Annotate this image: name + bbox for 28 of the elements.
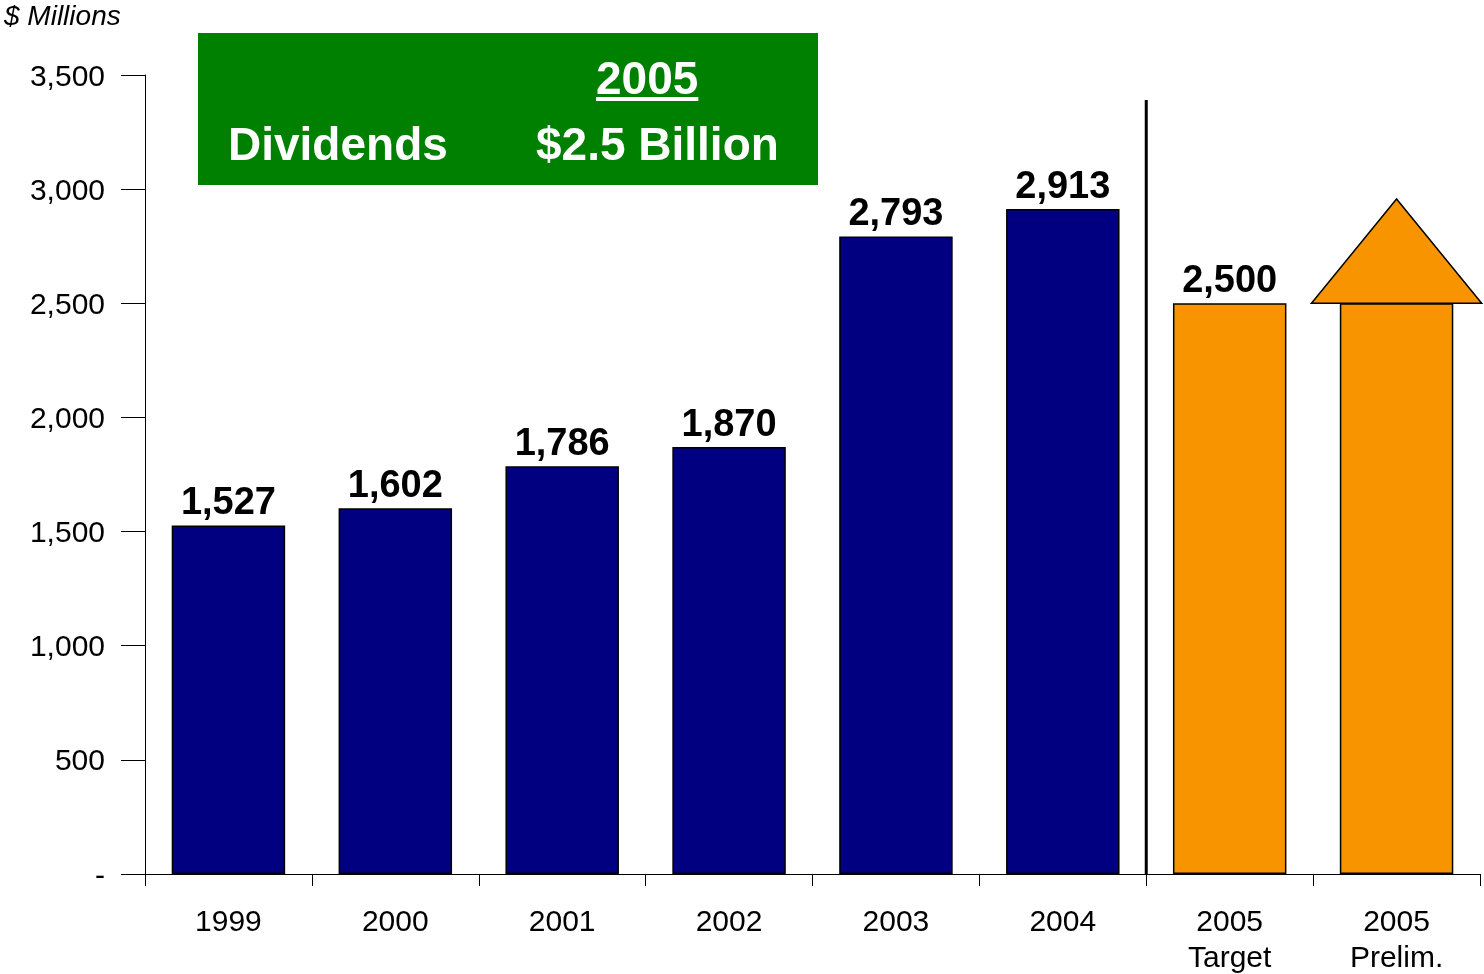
x-tick-label: 2000 bbox=[361, 903, 429, 937]
annotation: $2.5 Billion bbox=[536, 117, 779, 171]
y-tick-label: 2,500 bbox=[29, 286, 105, 320]
x-tick-label: 1999 bbox=[195, 903, 262, 937]
x-tick-label: 2003 bbox=[862, 903, 930, 937]
data-label: 1,602 bbox=[347, 463, 443, 506]
annotation: 2005 bbox=[596, 51, 699, 105]
y-tick-label: 3,000 bbox=[29, 172, 105, 206]
y-tick-label: 500 bbox=[54, 743, 105, 777]
x-tick-label: 2004 bbox=[1029, 903, 1097, 937]
data-label: 1,527 bbox=[180, 480, 276, 523]
headline-box: 2005 Dividends $2.5 Billion bbox=[198, 33, 818, 185]
data-label: 2,793 bbox=[848, 191, 944, 234]
x-tick-label: 2005 Target bbox=[1187, 903, 1273, 973]
y-axis-title: $ Millions bbox=[4, 0, 121, 32]
x-tick-label: 2002 bbox=[695, 903, 763, 937]
y-tick-label: 1,000 bbox=[29, 629, 105, 663]
x-tick-label: 2001 bbox=[528, 903, 596, 937]
data-label: 1,870 bbox=[681, 402, 777, 445]
x-tick-label: 2005 Prelim. bbox=[1349, 903, 1444, 973]
data-label: 2,500 bbox=[1182, 258, 1278, 301]
data-label: 1,786 bbox=[514, 421, 610, 464]
y-tick-label: 2,000 bbox=[29, 400, 105, 434]
y-tick-label: 3,500 bbox=[29, 58, 105, 92]
data-label: 2,913 bbox=[1015, 164, 1111, 206]
y-tick-label: 1,500 bbox=[29, 515, 105, 549]
y-tick-label: - bbox=[95, 857, 105, 891]
annotation: Dividends bbox=[228, 117, 448, 171]
